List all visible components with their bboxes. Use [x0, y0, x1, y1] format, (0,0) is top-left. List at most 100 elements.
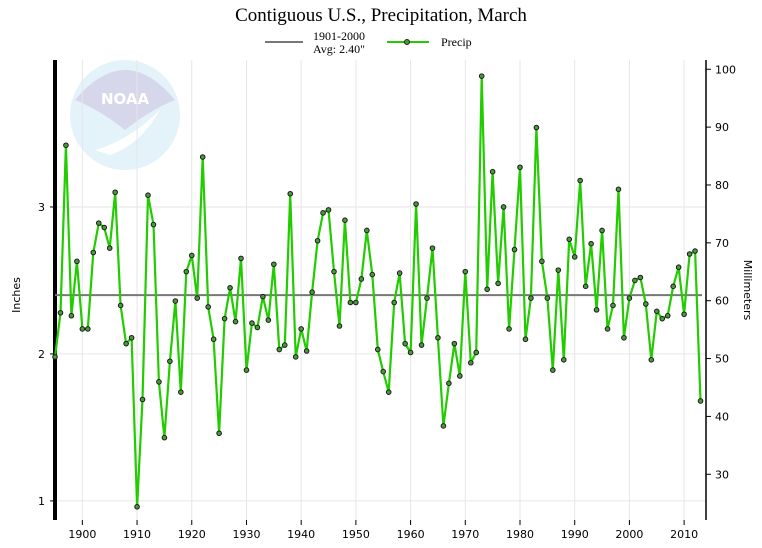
legend-average-label-line1: 1901-2000	[313, 29, 365, 43]
data-point	[178, 389, 184, 395]
y2-tick-label: 60	[715, 295, 729, 308]
data-point	[528, 295, 534, 301]
data-point	[648, 357, 655, 363]
data-point	[210, 336, 217, 343]
y2-tick-label: 80	[715, 179, 729, 192]
data-point	[238, 255, 244, 262]
y2-tick-label: 90	[715, 121, 729, 134]
data-point	[615, 186, 622, 193]
data-point	[692, 248, 698, 254]
x-tick-label: 1920	[178, 528, 206, 541]
data-point	[298, 326, 304, 332]
data-point	[309, 289, 315, 296]
y2-tick-label: 100	[715, 63, 736, 76]
x-tick-label: 1940	[287, 528, 315, 541]
data-point	[74, 258, 80, 265]
data-point	[68, 312, 75, 319]
data-point	[205, 304, 211, 310]
data-point	[424, 295, 430, 301]
y2-tick-label: 50	[715, 353, 729, 366]
data-point	[364, 227, 370, 234]
x-tick-label: 1970	[451, 528, 479, 541]
data-point	[599, 227, 605, 234]
data-point	[112, 189, 118, 196]
data-point	[271, 261, 277, 268]
data-point	[457, 373, 463, 379]
data-point	[249, 320, 255, 326]
data-point	[385, 389, 392, 395]
y-tick-label: 2	[38, 348, 45, 361]
y-tick-label: 3	[38, 201, 45, 214]
data-point	[478, 73, 485, 79]
data-point	[495, 280, 501, 287]
data-point	[675, 264, 682, 271]
data-point	[670, 283, 676, 290]
data-point	[571, 254, 578, 260]
data-point	[276, 346, 283, 353]
data-point	[604, 326, 611, 332]
data-point	[221, 315, 228, 322]
data-point	[621, 334, 627, 341]
data-point	[550, 367, 556, 373]
data-point	[380, 368, 387, 375]
data-point	[336, 323, 343, 329]
data-point	[145, 192, 151, 199]
data-point	[440, 423, 447, 429]
data-point	[150, 221, 157, 228]
data-point	[593, 307, 600, 313]
data-point	[407, 349, 414, 356]
x-tick-label: 2000	[615, 528, 643, 541]
x-tick-label: 1910	[123, 528, 151, 541]
x-tick-label: 1900	[68, 528, 96, 541]
data-point	[52, 354, 58, 360]
data-point	[265, 317, 272, 323]
data-point	[57, 309, 64, 316]
data-point	[342, 217, 348, 223]
data-point	[139, 396, 146, 403]
data-point	[106, 245, 113, 251]
data-point	[577, 177, 583, 184]
data-point	[451, 340, 458, 347]
svg-text:NOAA: NOAA	[101, 90, 150, 108]
data-point	[281, 342, 288, 348]
legend-average-swatch	[265, 41, 303, 43]
chart-title: Contiguous U.S., Precipitation, March	[235, 5, 527, 26]
data-point	[626, 295, 633, 301]
y2-tick-label: 30	[715, 468, 729, 481]
x-tick-label: 1990	[561, 528, 589, 541]
data-point	[517, 164, 523, 171]
data-point	[697, 398, 704, 404]
data-point	[63, 142, 69, 149]
data-point	[325, 207, 332, 213]
data-point	[156, 379, 162, 385]
y-axis-label: Inches	[10, 277, 23, 313]
data-point	[610, 302, 616, 309]
data-point	[101, 224, 108, 231]
data-point	[292, 354, 299, 360]
data-point	[287, 190, 294, 197]
data-point	[522, 336, 529, 343]
data-point	[643, 301, 649, 307]
data-point	[199, 154, 206, 160]
data-point	[194, 295, 201, 301]
data-point	[167, 358, 173, 365]
data-point	[467, 359, 474, 366]
data-point	[128, 334, 135, 341]
noaa-logo: NOAA	[70, 60, 180, 170]
data-point	[686, 251, 693, 257]
data-point	[353, 299, 359, 306]
data-point	[544, 295, 551, 301]
data-point	[555, 267, 562, 273]
data-point	[369, 271, 376, 278]
data-point	[435, 334, 441, 341]
data-point	[331, 268, 337, 275]
data-point	[659, 315, 666, 322]
data-point	[506, 326, 512, 332]
data-point	[254, 324, 261, 331]
data-point	[413, 201, 419, 207]
data-point	[303, 348, 310, 354]
x-tick-label: 1980	[506, 528, 534, 541]
x-tick-label: 1950	[342, 528, 370, 541]
legend-precip-label: Precip	[441, 35, 472, 49]
data-point	[358, 276, 365, 282]
